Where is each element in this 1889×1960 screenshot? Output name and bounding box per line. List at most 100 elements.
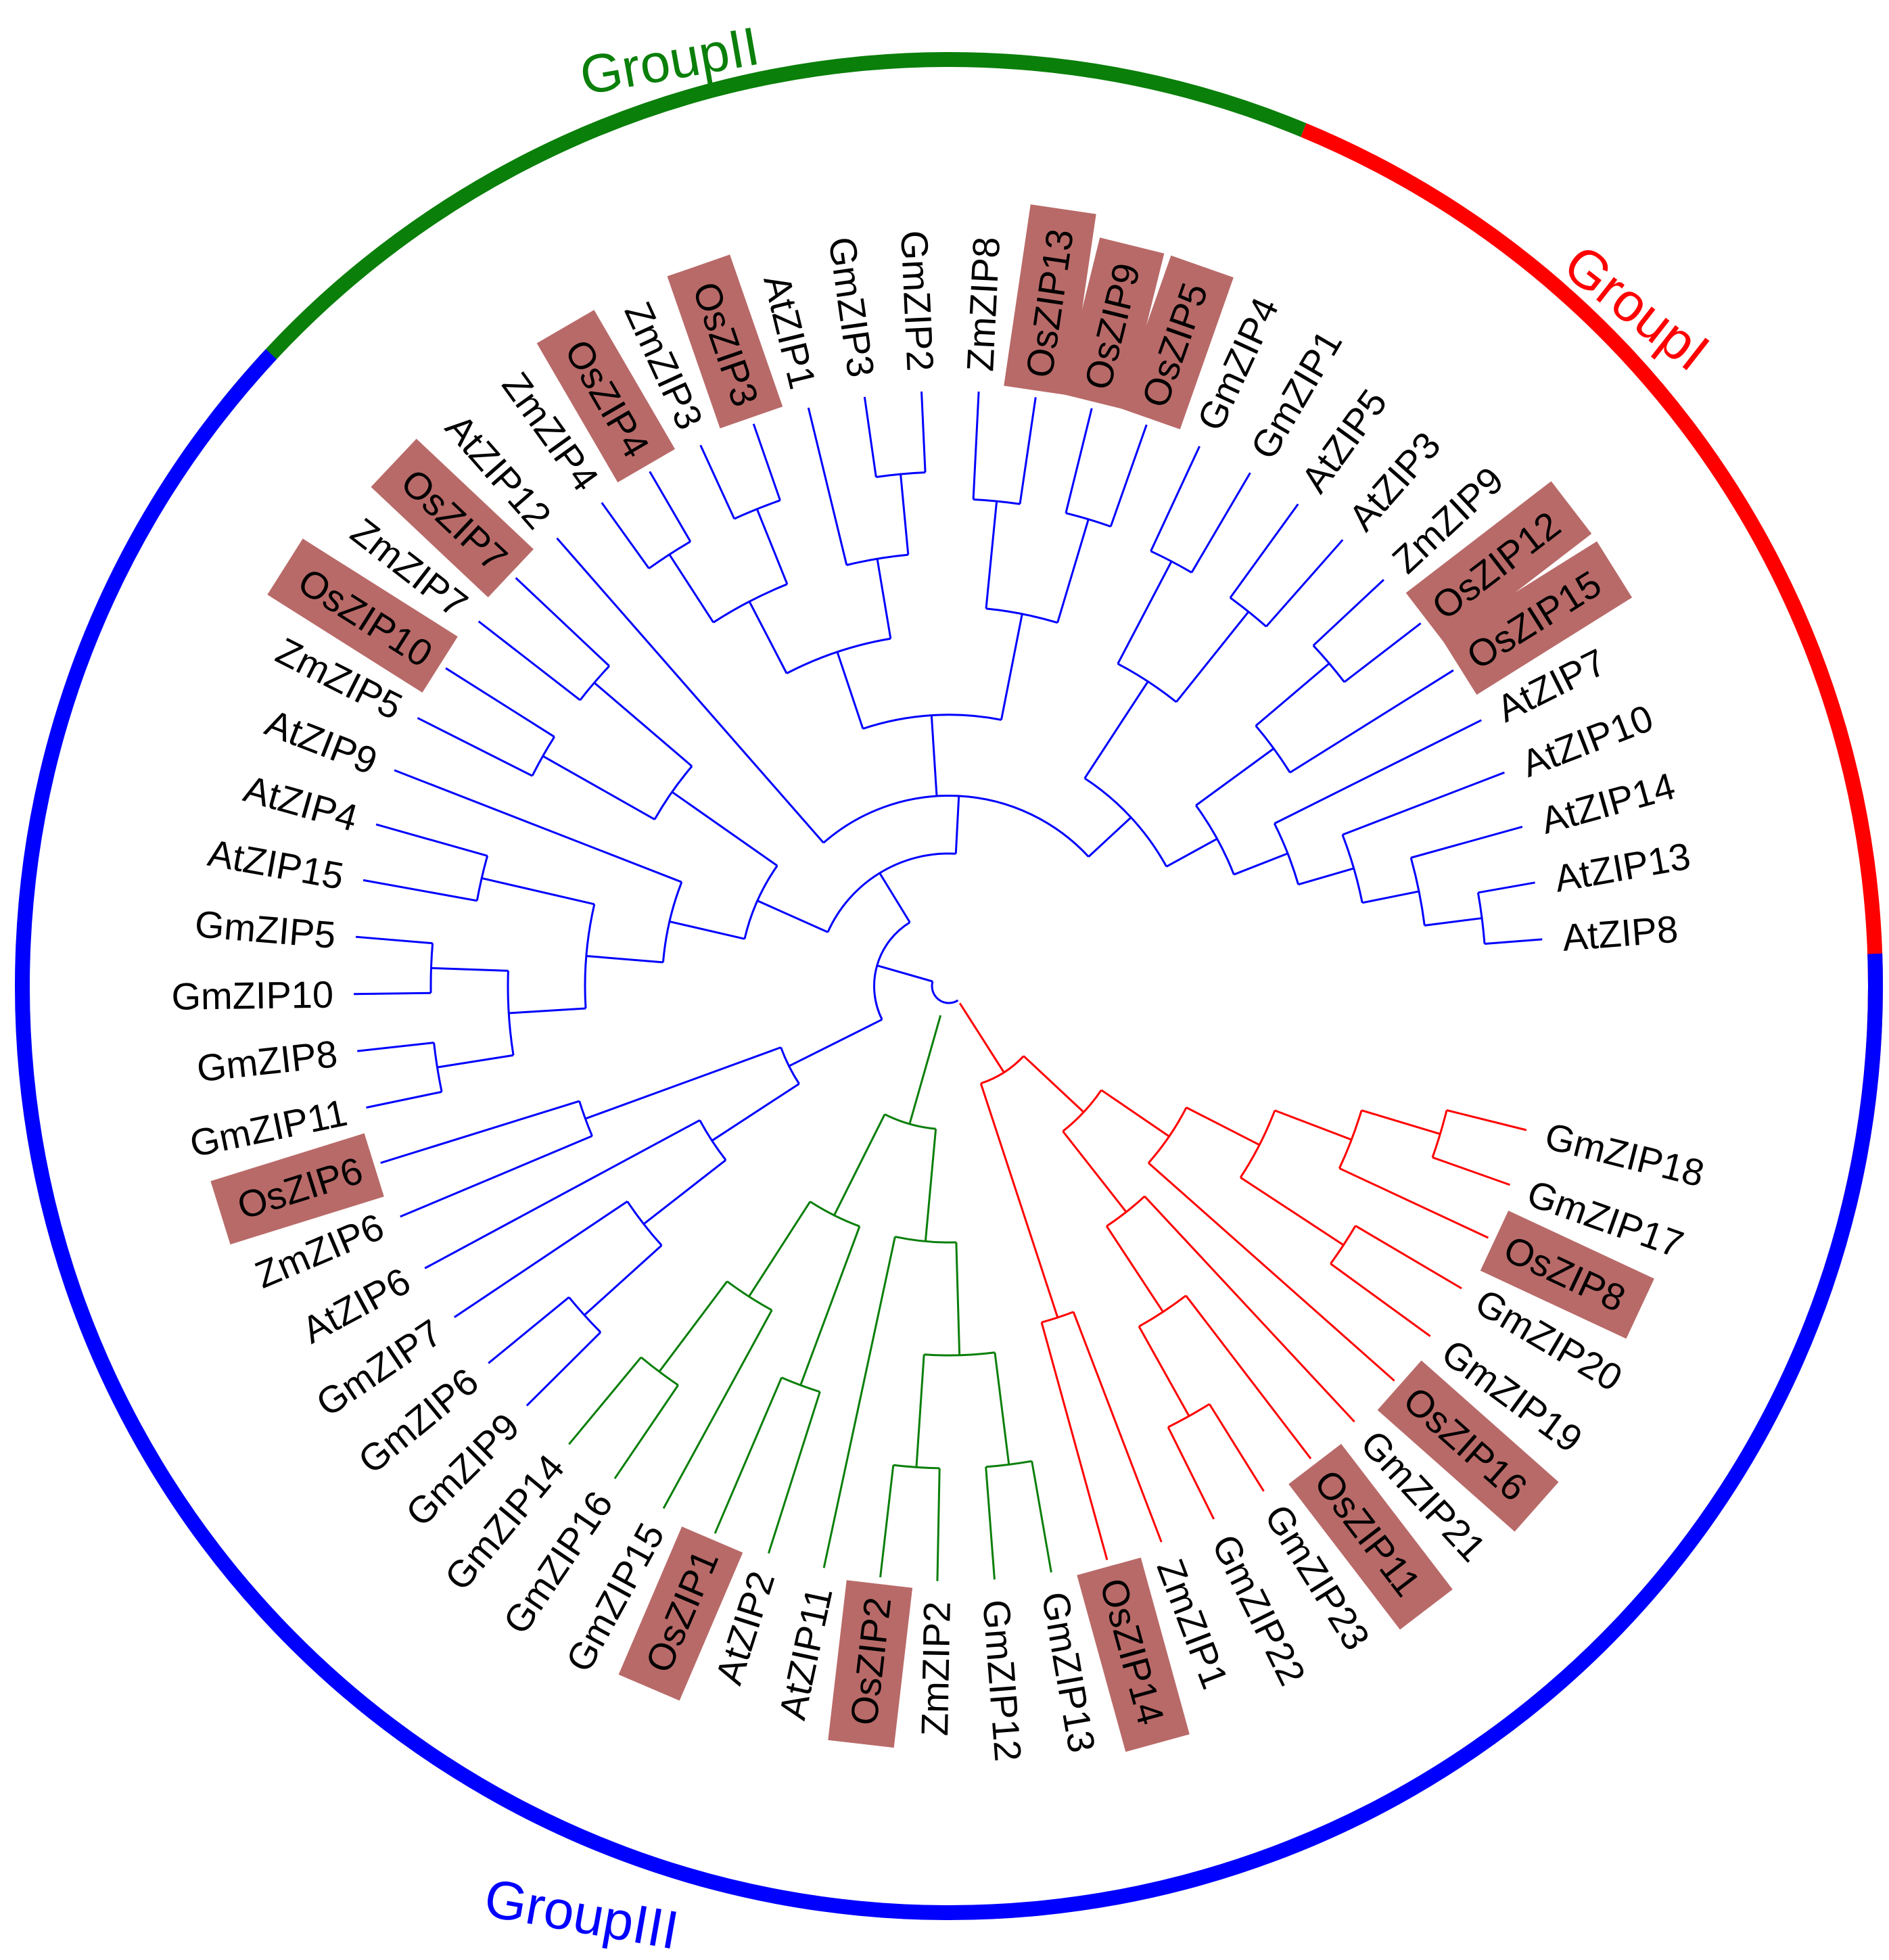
- leaf-branch: [699, 444, 736, 519]
- leaf-branch: [1040, 1322, 1109, 1560]
- highlight-box: [371, 438, 534, 598]
- leaf-branch: [714, 1377, 783, 1534]
- leaf-branch: [936, 1468, 941, 1581]
- leaf-branch: [1343, 622, 1422, 683]
- clade-arc: [1312, 645, 1345, 683]
- leaf-branch: [417, 717, 533, 777]
- leaf-branch: [1355, 1225, 1462, 1290]
- internal-branch: [955, 1242, 961, 1355]
- clade-arc: [895, 1236, 956, 1244]
- clade-arc: [786, 637, 891, 674]
- internal-branch: [958, 1002, 1005, 1073]
- leaf-branch: [1312, 579, 1384, 647]
- clade-arc: [699, 1119, 727, 1161]
- leaf-branch: [662, 1309, 773, 1509]
- clade-arc: [826, 852, 956, 933]
- clade-arc: [1230, 597, 1267, 628]
- clade-arc: [1431, 1110, 1448, 1158]
- group-arc-g3: [15, 349, 1883, 1920]
- internal-branch: [877, 964, 933, 983]
- leaf-label-gmzip3: GmZIP3: [820, 234, 883, 379]
- clade-arc: [985, 607, 1058, 624]
- clade-arc: [1065, 512, 1111, 528]
- internal-branch: [509, 1007, 586, 1014]
- leaf-label-zmzip8: ZmZIP8: [958, 236, 1008, 373]
- leaf-label-gmzip12: GmZIP12: [975, 1598, 1029, 1763]
- highlight-box: [1480, 1210, 1654, 1339]
- clade-arc: [822, 794, 1090, 858]
- highlight-box: [1441, 541, 1633, 695]
- leaf-branch: [1185, 1294, 1312, 1460]
- leaf-branch: [863, 396, 877, 477]
- leaf-label-atzip8: AtZIP8: [1561, 908, 1680, 959]
- clade-arc: [475, 856, 489, 902]
- group-arc-g2: [212, 52, 1307, 421]
- internal-branch: [799, 1226, 861, 1386]
- leaf-branch: [355, 935, 433, 945]
- leaf-branch: [822, 1236, 896, 1568]
- leaf-labels: GmZIP18GmZIP17OsZIP8GmZIP20GmZIP19OsZIP1…: [171, 227, 1708, 1763]
- clade-arc: [584, 904, 596, 1009]
- leaf-branch: [1342, 771, 1505, 836]
- clade-arc: [780, 1047, 800, 1085]
- clade-arc: [809, 1200, 860, 1228]
- internal-branch: [542, 755, 655, 820]
- leaf-label-gmzip5: GmZIP5: [193, 902, 337, 956]
- internal-branch: [668, 554, 715, 624]
- internal-branch: [1361, 890, 1420, 904]
- internal-branch: [1186, 1106, 1260, 1146]
- internal-branch: [748, 1200, 812, 1297]
- leaf-label-atzip4: AtZIP4: [239, 767, 363, 839]
- clade-arc: [985, 1460, 1032, 1468]
- leaf-branch: [354, 991, 432, 996]
- leaf-label-atzip11: AtZIP11: [770, 1583, 840, 1723]
- highlight-box: [667, 254, 783, 429]
- leaf-label-atzip13: AtZIP13: [1552, 835, 1694, 900]
- leaf-branch: [1478, 881, 1535, 894]
- clade-arc: [884, 1113, 936, 1130]
- highlight-box: [1288, 1443, 1453, 1630]
- clade-arc: [1273, 822, 1300, 885]
- internal-branch: [1083, 680, 1149, 779]
- leaf-branch: [1150, 446, 1200, 552]
- leaf-branch: [767, 1391, 821, 1554]
- leaf-branch: [920, 391, 927, 473]
- leaf-branch: [515, 577, 610, 667]
- internal-branch: [1000, 613, 1023, 720]
- internal-branch: [1361, 1109, 1441, 1136]
- internal-branch: [1088, 816, 1132, 858]
- highlight-box: [1077, 1557, 1190, 1752]
- clade-arc: [1330, 1225, 1357, 1265]
- clade-arc: [980, 1055, 1025, 1085]
- leaf-branch: [1072, 1311, 1163, 1543]
- internal-branch: [1175, 611, 1250, 703]
- internal-branch: [584, 1046, 782, 1120]
- internal-branch: [1165, 837, 1218, 868]
- internal-branch: [994, 1352, 1010, 1465]
- clade-arc: [1106, 1195, 1146, 1228]
- internal-branch: [1056, 519, 1090, 624]
- highlight-box: [828, 1580, 913, 1748]
- group-label-g3: GroupIII: [480, 1867, 683, 1960]
- internal-branch: [437, 1054, 514, 1069]
- clade-arc: [1117, 663, 1177, 703]
- leaf-branch: [752, 423, 781, 501]
- clade-arc: [640, 1356, 679, 1386]
- leaf-branch: [1019, 397, 1037, 505]
- leaf-branch: [1167, 1426, 1215, 1520]
- leaf-branch: [526, 1331, 602, 1407]
- leaf-branch: [1031, 1461, 1052, 1573]
- leaf-branch: [1484, 938, 1543, 946]
- internal-branch: [1424, 917, 1483, 927]
- clade-arc: [568, 1297, 602, 1333]
- internal-branch: [924, 1128, 937, 1242]
- clade-arc: [846, 553, 908, 566]
- internal-branch: [1274, 1109, 1352, 1141]
- leaf-label-atzip15: AtZIP15: [205, 831, 347, 897]
- clade-arc: [1147, 1106, 1188, 1164]
- internal-branch: [658, 1280, 728, 1372]
- leaf-branch: [985, 1466, 996, 1580]
- internal-branch: [586, 954, 663, 964]
- highlight-box: [1377, 1360, 1559, 1532]
- leaf-label-gmzip8: GmZIP8: [195, 1032, 340, 1090]
